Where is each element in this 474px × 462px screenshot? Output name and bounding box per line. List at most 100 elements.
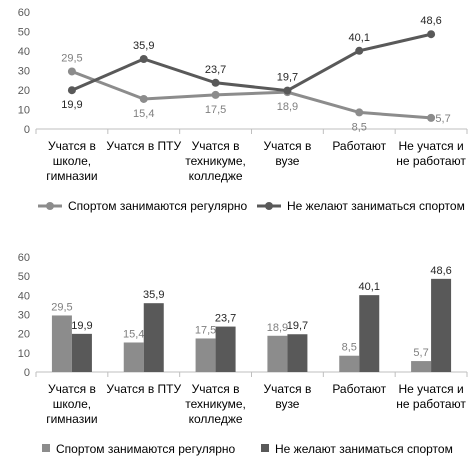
data-label: 35,9 [143, 289, 164, 301]
x-tick-label-line: Учатся в [263, 139, 311, 153]
x-tick-label: Не учатся и не работают [396, 139, 466, 168]
x-tick-label: Учатся в техникуме, колледже [185, 139, 246, 183]
bar [123, 342, 144, 372]
bar [339, 355, 360, 372]
data-label: 40,1 [359, 281, 380, 293]
x-tick-label-line: вузе [275, 154, 299, 168]
x-tick-label-line: Работают [332, 139, 386, 153]
data-label: 8,5 [342, 342, 357, 354]
x-tick-label-line: колледже [189, 169, 243, 183]
x-tick-label-line: Учатся в [192, 139, 240, 153]
x-tick-label-line: школе, [53, 154, 91, 168]
series-line [71, 70, 432, 120]
x-tick-label-line: Не учатся и [398, 139, 463, 153]
y-tick-label: 20 [18, 329, 30, 341]
y-tick-label: 10 [18, 348, 30, 360]
legend-swatch [42, 444, 50, 452]
x-tick-label: Работают [332, 139, 386, 153]
legend-point-marker [265, 202, 273, 210]
data-label: 29,5 [61, 52, 82, 64]
data-label: 8,5 [352, 121, 367, 133]
x-tick-label-line: колледже [189, 412, 243, 426]
data-label: 48,6 [420, 15, 441, 27]
data-point [139, 94, 148, 103]
x-tick-label: Учатся в ПТУ [106, 382, 181, 396]
bar [143, 303, 164, 372]
x-tick-label: Работают [332, 382, 386, 396]
legend-swatch [261, 444, 269, 452]
data-label: 35,9 [133, 40, 154, 52]
x-tick-label: Учатся в школе, гимназии [46, 382, 97, 426]
data-point [355, 46, 364, 55]
legend-label: Не желают заниматься спортом [287, 199, 465, 213]
y-tick-label: 30 [18, 310, 30, 322]
data-label: 5,7 [435, 113, 450, 125]
data-point [67, 86, 76, 95]
data-point [427, 113, 436, 122]
x-tick-label-line: Не учатся и [398, 382, 463, 396]
data-label: 5,7 [413, 347, 428, 359]
y-tick-label: 20 [18, 85, 30, 97]
data-label: 19,9 [71, 320, 92, 332]
y-tick-label: 50 [18, 271, 30, 283]
x-tick-label-line: гимназии [46, 412, 97, 426]
y-tick-label: 60 [18, 252, 30, 264]
x-tick-label-line: Учатся в [48, 382, 96, 396]
x-tick-label-line: Учатся в [263, 382, 311, 396]
bar [411, 361, 432, 372]
y-tick-label: 0 [24, 367, 30, 379]
series-line [71, 32, 432, 93]
x-tick-label-line: школе, [53, 397, 91, 411]
legend-label: Не желают заниматься спортом [275, 442, 453, 456]
data-label: 29,5 [51, 301, 72, 313]
data-point [67, 67, 76, 76]
bar [71, 333, 92, 372]
legend-label: Спортом занимаются регулярно [56, 442, 235, 456]
x-tick-label: Учатся в техникуме, колледже [185, 382, 246, 426]
y-tick-label: 10 [18, 105, 30, 117]
y-tick-label: 0 [24, 124, 30, 136]
x-tick-label: Учатся в школе, гимназии [46, 139, 97, 183]
data-label: 17,5 [205, 104, 226, 116]
data-label: 19,7 [287, 320, 308, 332]
x-tick-label-line: Работают [332, 382, 386, 396]
legend-point-marker [46, 202, 54, 210]
x-tick-label-line: вузе [275, 397, 299, 411]
bar [359, 295, 380, 372]
x-tick-label-line: не работают [396, 154, 466, 168]
x-tick-label: Учатся в вузе [263, 139, 311, 168]
bar [51, 315, 72, 372]
y-tick-label: 40 [18, 46, 30, 58]
bar [215, 326, 236, 372]
x-tick-label-line: не работают [396, 397, 466, 411]
x-tick-label-line: техникуме, [185, 397, 246, 411]
x-tick-label-line: Учатся в [192, 382, 240, 396]
data-label: 48,6 [430, 265, 451, 277]
data-point [427, 30, 436, 39]
x-tick-label-line: Учатся в ПТУ [106, 139, 181, 153]
bar [431, 278, 452, 372]
legend-label: Спортом занимаются регулярно [68, 199, 247, 213]
y-tick-label: 40 [18, 290, 30, 302]
data-point [355, 108, 364, 117]
data-label: 19,7 [277, 72, 298, 84]
y-tick-label: 50 [18, 27, 30, 39]
x-tick-label-line: Учатся в ПТУ [106, 382, 181, 396]
data-label: 18,9 [267, 322, 288, 334]
data-label: 40,1 [349, 32, 370, 44]
x-tick-label: Не учатся и не работают [396, 382, 466, 411]
data-label: 19,9 [61, 99, 82, 111]
bar [287, 334, 308, 372]
x-tick-label: Учатся в вузе [263, 382, 311, 411]
x-tick-label-line: Учатся в [48, 139, 96, 153]
bar [267, 335, 288, 372]
x-tick-label-line: гимназии [46, 169, 97, 183]
data-label: 23,7 [205, 64, 226, 76]
data-point [211, 78, 220, 87]
data-point [283, 86, 292, 95]
data-label: 23,7 [215, 313, 236, 325]
data-label: 18,9 [277, 101, 298, 113]
data-point [139, 54, 148, 63]
